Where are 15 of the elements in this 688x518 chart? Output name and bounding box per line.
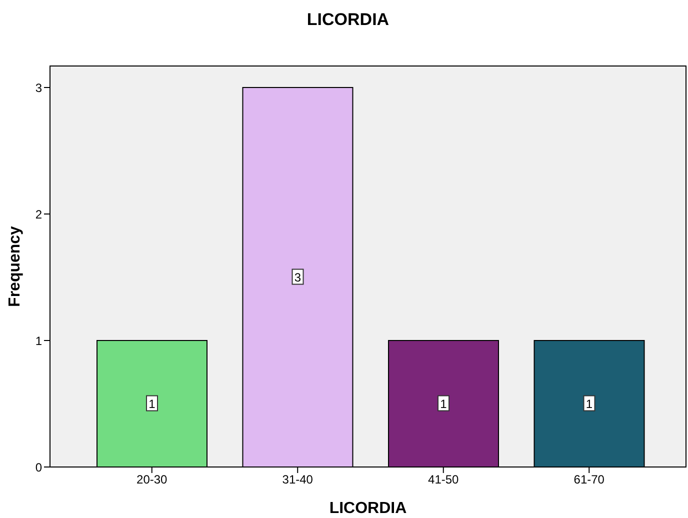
data-label: 3: [294, 270, 302, 284]
y-tick-label: 0: [35, 460, 42, 474]
x-tick-label: 61-70: [574, 472, 605, 487]
y-tick-label: 2: [35, 207, 42, 222]
x-tick-label: 31-40: [282, 472, 314, 487]
x-tick-label: 20-30: [136, 472, 168, 487]
y-tick-label: 1: [35, 334, 42, 348]
x-axis-title: LICORDIA: [329, 500, 408, 517]
chart-title: LICORDIA: [306, 9, 390, 31]
data-label: 1: [148, 396, 156, 411]
data-label: 1: [440, 396, 448, 411]
y-tick-label: 3: [35, 80, 42, 95]
x-tick-label: 41-50: [428, 472, 460, 487]
y-axis-title: Frequency: [6, 226, 24, 307]
data-label: 1: [586, 396, 593, 411]
